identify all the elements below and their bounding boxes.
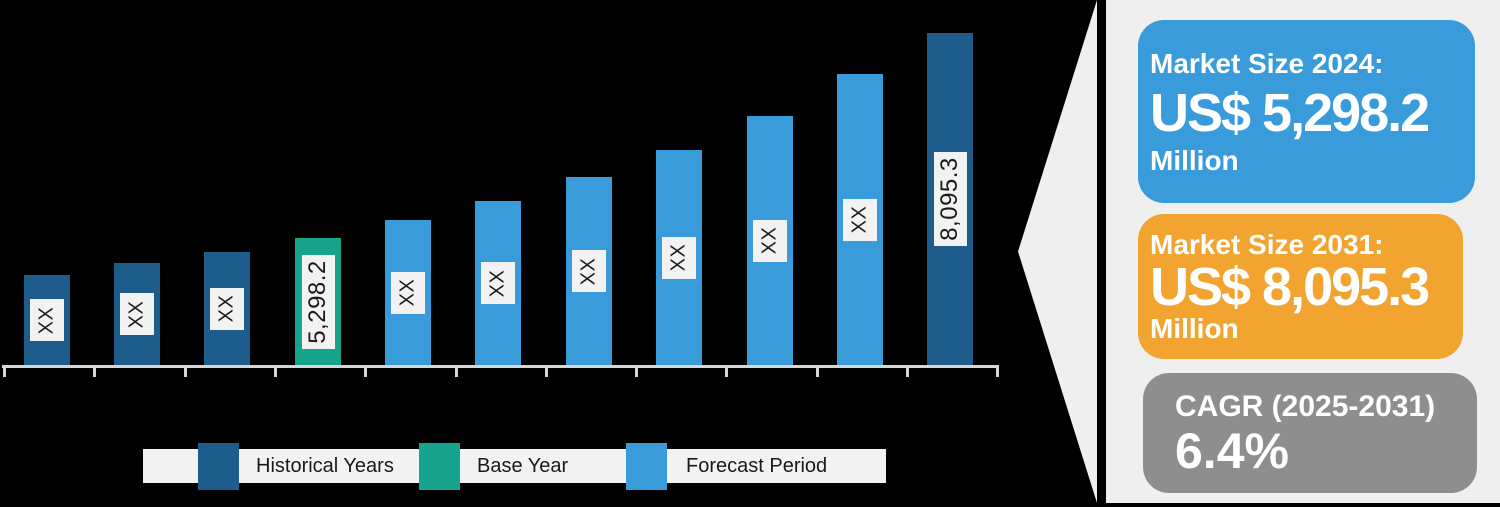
bar-masked-label: XX <box>481 262 515 304</box>
axis-tick <box>815 368 819 377</box>
axis-tick <box>273 368 277 377</box>
legend-label: Base Year <box>477 454 569 477</box>
bar-label-text: 8,095.3 <box>936 157 964 241</box>
bar-label-text: XX <box>848 205 871 234</box>
card-2024-title: Market Size 2024: <box>1150 47 1384 79</box>
bar-label-text: XX <box>577 257 600 285</box>
bar-masked-label: XX <box>30 299 64 341</box>
bar-value-label: 5,298.2 <box>301 254 335 349</box>
legend-swatch-base <box>419 443 460 490</box>
bar-label-text: XX <box>35 306 58 334</box>
card-2024-value: US$ 5,298.2 <box>1150 82 1430 143</box>
axis-tick <box>996 368 1000 377</box>
bar-label-text: XX <box>486 269 509 297</box>
card-2024-unit: Million <box>1150 144 1239 176</box>
bar-masked-label: XX <box>843 198 877 241</box>
bar-label-text: XX <box>758 226 781 255</box>
summary-panel: Market Size 2024: US$ 5,298.2 Million Ma… <box>1106 0 1500 503</box>
axis-tick <box>3 368 6 377</box>
bar-masked-label: XX <box>572 250 606 292</box>
bar-label-text: XX <box>125 300 148 328</box>
x-axis-line <box>2 365 999 368</box>
panel-pointer-triangle-icon <box>1018 0 1097 503</box>
bar-label-text: XX <box>396 278 419 307</box>
axis-tick <box>725 368 729 377</box>
axis-tick <box>454 368 458 377</box>
bar-masked-label: XX <box>120 293 154 335</box>
bar-masked-label: XX <box>753 219 787 262</box>
bar-masked-label: XX <box>391 271 425 314</box>
legend-label: Historical Years <box>256 454 394 477</box>
card-2031-title: Market Size 2031: <box>1150 228 1384 260</box>
market-size-2024-card: Market Size 2024: US$ 5,298.2 Million <box>1138 20 1475 203</box>
card-2031-unit: Million <box>1150 312 1239 344</box>
legend-strip <box>143 449 886 483</box>
axis-tick <box>635 368 639 377</box>
cagr-card-value: 6.4% <box>1175 423 1289 479</box>
axis-tick <box>183 368 187 377</box>
cagr-card: CAGR (2025-2031) 6.4% <box>1143 373 1477 493</box>
axis-tick <box>364 368 368 377</box>
legend-swatch-historical <box>198 443 239 490</box>
market-size-2031-card: Market Size 2031: US$ 8,095.3 Million <box>1138 214 1463 359</box>
cagr-card-title: CAGR (2025-2031) <box>1175 390 1436 423</box>
legend-label: Forecast Period <box>686 454 828 477</box>
card-2031-value: US$ 8,095.3 <box>1150 256 1430 317</box>
bar-label-text: XX <box>215 294 238 323</box>
axis-tick <box>544 368 548 377</box>
bar-value-label: 8,095.3 <box>933 152 967 246</box>
legend-swatch-forecast <box>626 443 667 490</box>
bar-masked-label: XX <box>210 287 244 330</box>
axis-tick <box>906 368 909 377</box>
bar-label-text: XX <box>667 243 690 272</box>
bar-label-text: 5,298.2 <box>304 259 332 344</box>
bar-masked-label: XX <box>662 236 696 279</box>
axis-tick <box>93 368 97 377</box>
